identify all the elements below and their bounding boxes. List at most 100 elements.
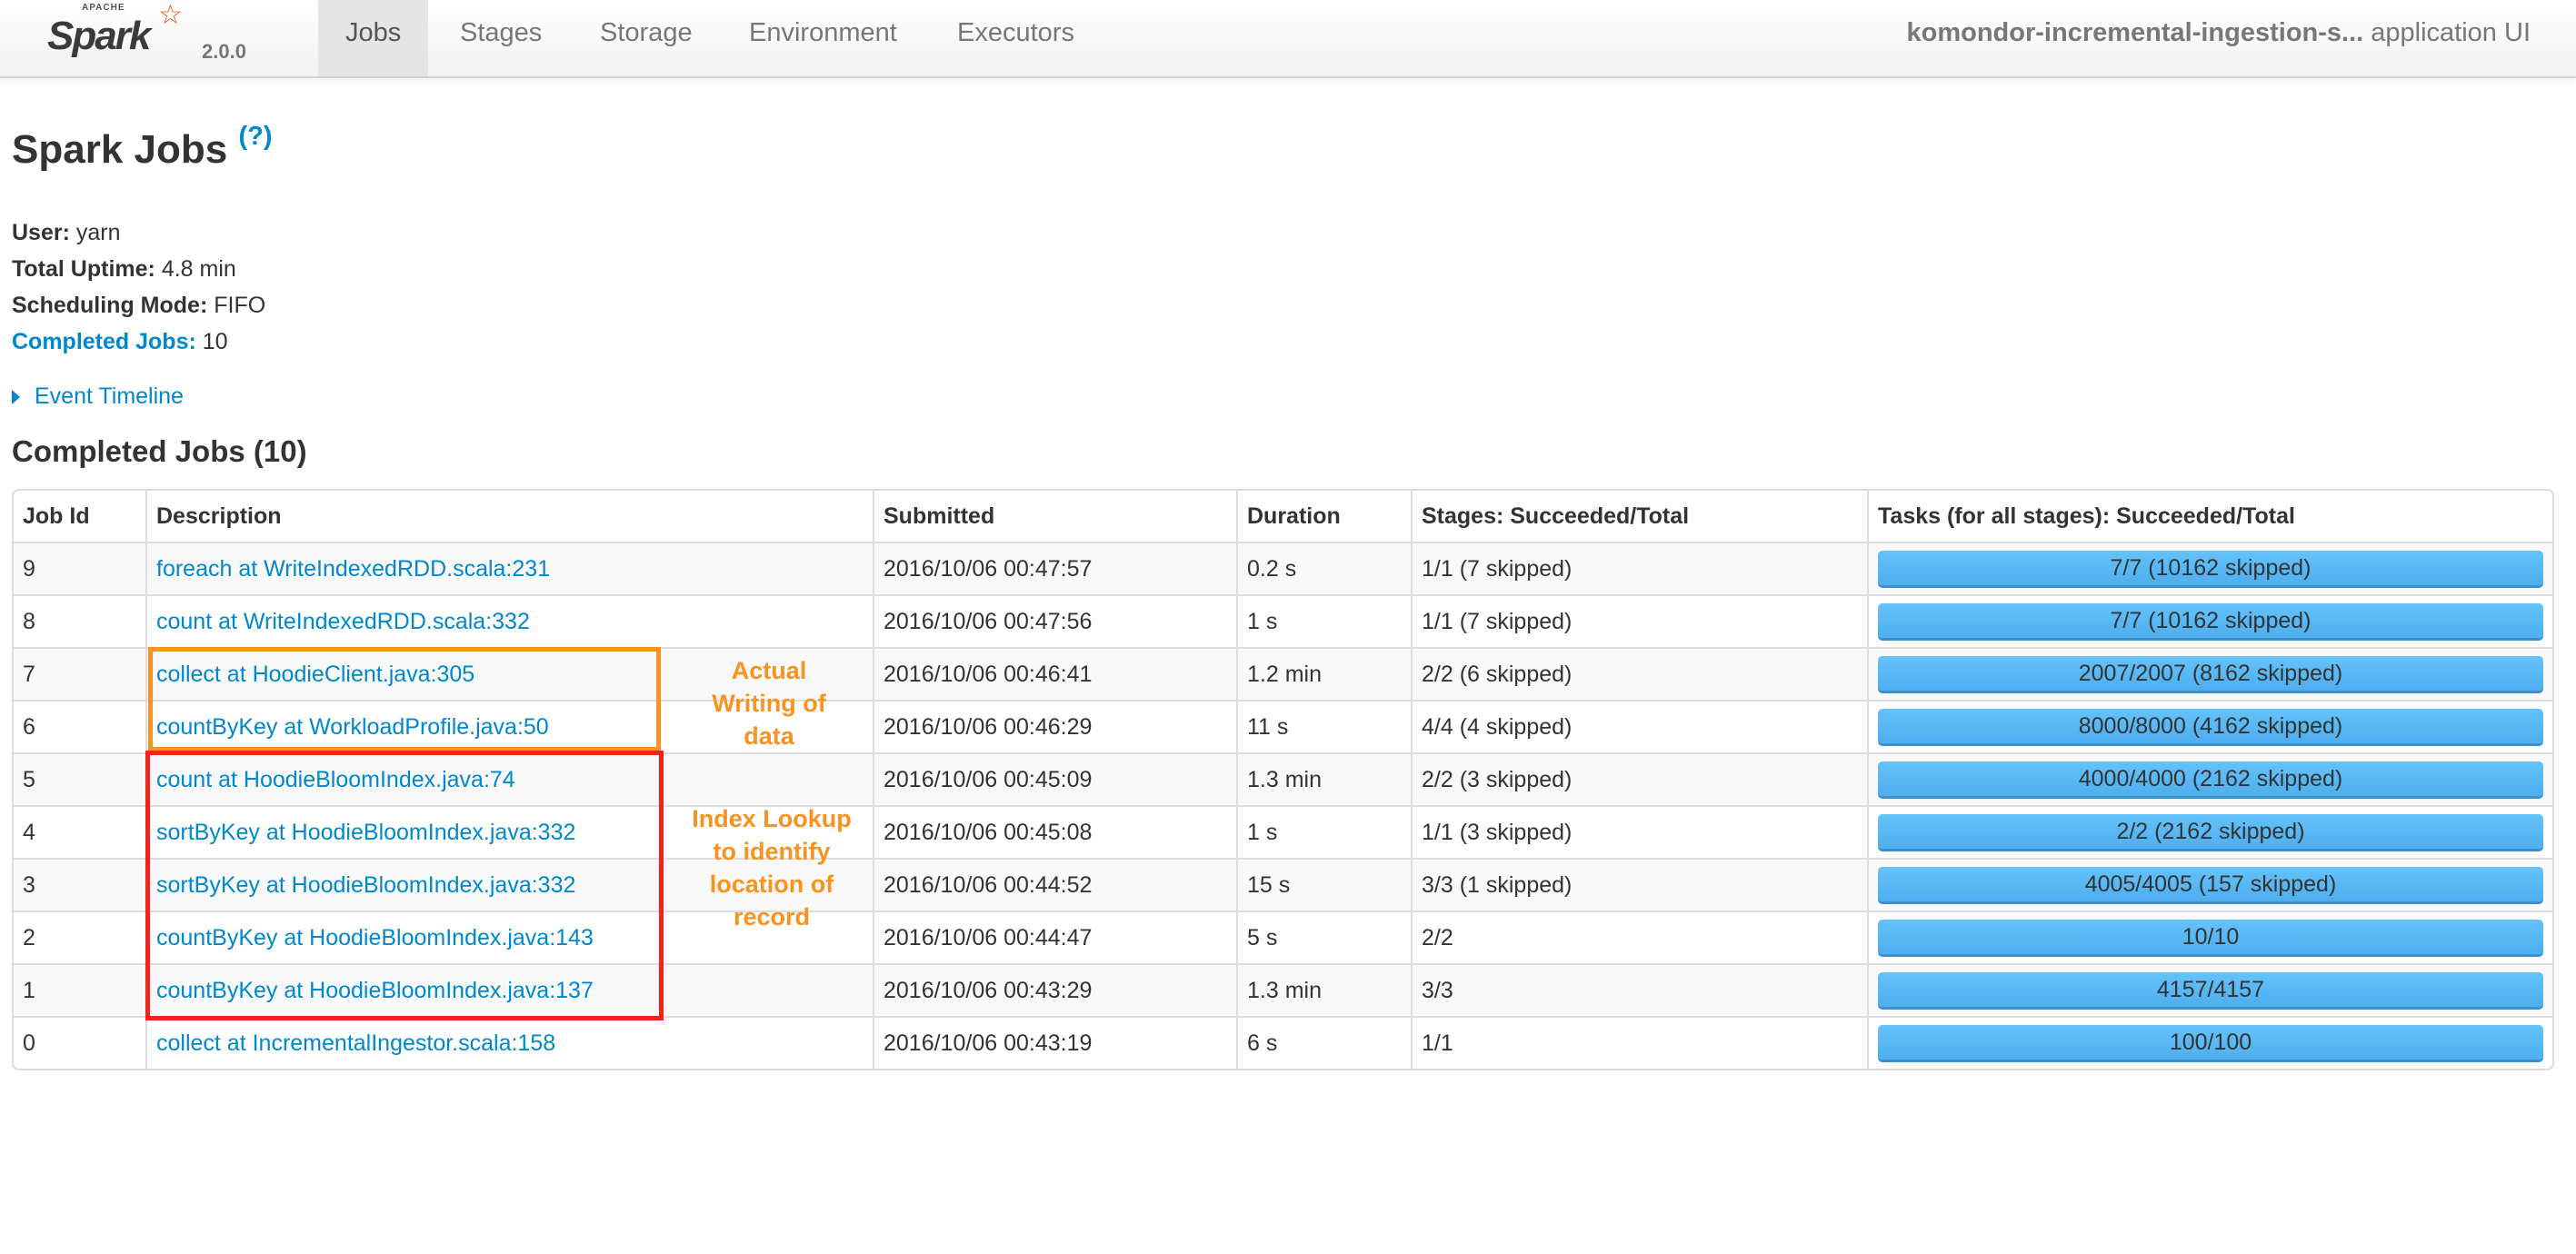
job-id: 7	[14, 647, 145, 700]
job-description-link[interactable]: countByKey at HoodieBloomIndex.java:137	[156, 977, 594, 1003]
logo-apache-text: APACHE	[82, 3, 125, 13]
job-description-cell: count at WriteIndexedRDD.scala:332	[145, 594, 873, 647]
table-row: 5 count at HoodieBloomIndex.java:74 2016/1…	[14, 752, 2552, 805]
job-duration: 1 s	[1236, 594, 1411, 647]
job-duration: 6 s	[1236, 1016, 1411, 1069]
table-row: 3 sortByKey at HoodieBloomIndex.java:332 2…	[14, 858, 2552, 911]
job-submitted: 2016/10/06 00:47:56	[873, 594, 1236, 647]
job-description-cell: countByKey at HoodieBloomIndex.java:143	[145, 911, 873, 963]
job-id: 9	[14, 542, 145, 594]
header-submitted[interactable]: Submitted	[873, 491, 1236, 542]
tasks-progress-bar: 2/2 (2162 skipped)	[1878, 813, 2543, 851]
app-suffix: application UI	[2371, 18, 2531, 47]
table-row: 9 foreach at WriteIndexedRDD.scala:231 201…	[14, 542, 2552, 594]
header-duration[interactable]: Duration	[1236, 491, 1411, 542]
job-description-link[interactable]: sortByKey at HoodieBloomIndex.java:332	[156, 871, 576, 898]
job-stages: 2/2 (6 skipped)	[1411, 647, 1867, 700]
job-stages: 1/1 (7 skipped)	[1411, 542, 1867, 594]
tab-environment[interactable]: Environment	[749, 18, 897, 47]
completed-jobs-info: Completed Jobs: 10	[12, 329, 228, 355]
event-timeline-label: Event Timeline	[35, 383, 184, 409]
job-duration: 15 s	[1236, 858, 1411, 911]
table-row: 6 countByKey at WorkloadProfile.java:50 20…	[14, 700, 2552, 752]
job-submitted: 2016/10/06 00:46:41	[873, 647, 1236, 700]
page-title-text: Spark Jobs	[12, 127, 228, 172]
job-stages: 2/2 (3 skipped)	[1411, 752, 1867, 805]
annotation-line: record	[733, 903, 811, 931]
uptime-value: 4.8 min	[161, 256, 236, 282]
tasks-progress-bar: 8000/8000 (4162 skipped)	[1878, 708, 2543, 746]
job-description-link[interactable]: count at HoodieBloomIndex.java:74	[156, 766, 515, 792]
annotation-index-lookup: Index Lookup to identify location of rec…	[673, 802, 871, 933]
annotation-line: data	[744, 722, 794, 750]
job-submitted: 2016/10/06 00:46:29	[873, 700, 1236, 752]
table-row: 1 countByKey at HoodieBloomIndex.java:137…	[14, 963, 2552, 1016]
job-id: 2	[14, 911, 145, 963]
job-description-link[interactable]: collect at HoodieClient.java:305	[156, 661, 475, 687]
completed-jobs-count: 10	[202, 329, 228, 354]
job-submitted: 2016/10/06 00:47:57	[873, 542, 1236, 594]
tasks-progress-bar: 2007/2007 (8162 skipped)	[1878, 655, 2543, 693]
tasks-progress-bar: 4157/4157	[1878, 971, 2543, 1010]
tasks-progress-bar: 100/100	[1878, 1024, 2543, 1062]
job-description-cell: countByKey at HoodieBloomIndex.java:137	[145, 963, 873, 1016]
header-stages[interactable]: Stages: Succeeded/Total	[1411, 491, 1867, 542]
mode-label: Scheduling Mode:	[12, 293, 208, 318]
job-duration: 0.2 s	[1236, 542, 1411, 594]
table-row: 7 collect at HoodieClient.java:305 2016/10…	[14, 647, 2552, 700]
job-description-link[interactable]: foreach at WriteIndexedRDD.scala:231	[156, 555, 551, 582]
user-label: User:	[12, 220, 70, 245]
completed-jobs-link[interactable]: Completed Jobs:	[12, 329, 196, 354]
help-link[interactable]: (?)	[238, 122, 273, 151]
tasks-progress-bar: 4005/4005 (157 skipped)	[1878, 866, 2543, 904]
job-description-cell: countByKey at WorkloadProfile.java:50	[145, 700, 873, 752]
job-submitted: 2016/10/06 00:45:09	[873, 752, 1236, 805]
annotation-writing: Actual Writing of data	[678, 654, 860, 752]
job-submitted: 2016/10/06 00:44:52	[873, 858, 1236, 911]
job-stages: 1/1	[1411, 1016, 1867, 1069]
tab-executors[interactable]: Executors	[957, 18, 1074, 47]
job-description-link[interactable]: count at WriteIndexedRDD.scala:332	[156, 608, 530, 634]
job-submitted: 2016/10/06 00:44:47	[873, 911, 1236, 963]
page-title: Spark Jobs (?)	[12, 122, 272, 173]
header-tasks[interactable]: Tasks (for all stages): Succeeded/Total	[1867, 491, 2552, 542]
job-description-link[interactable]: countByKey at WorkloadProfile.java:50	[156, 713, 549, 740]
annotation-line: Index Lookup	[692, 805, 852, 832]
job-description-link[interactable]: collect at IncrementalIngestor.scala:158	[156, 1030, 556, 1056]
job-description-cell: sortByKey at HoodieBloomIndex.java:332	[145, 858, 873, 911]
job-tasks-cell: 10/10	[1867, 911, 2552, 963]
spark-version: 2.0.0	[202, 40, 246, 63]
completed-jobs-table: Job Id Description Submitted Duration St…	[12, 489, 2554, 1070]
table-header-row: Job Id Description Submitted Duration St…	[14, 491, 2552, 542]
uptime-info: Total Uptime: 4.8 min	[12, 256, 236, 283]
uptime-label: Total Uptime:	[12, 256, 155, 282]
job-description-cell: collect at HoodieClient.java:305	[145, 647, 873, 700]
job-stages: 2/2	[1411, 911, 1867, 963]
tab-storage[interactable]: Storage	[600, 18, 693, 47]
spark-star-icon: ☆	[158, 0, 183, 30]
tab-stages[interactable]: Stages	[460, 18, 543, 47]
logo-spark-text: Spark	[47, 14, 151, 58]
job-tasks-cell: 7/7 (10162 skipped)	[1867, 594, 2552, 647]
job-tasks-cell: 100/100	[1867, 1016, 2552, 1069]
event-timeline-toggle[interactable]: Event Timeline	[12, 383, 184, 410]
job-description-link[interactable]: sortByKey at HoodieBloomIndex.java:332	[156, 819, 576, 845]
mode-value: FIFO	[214, 293, 266, 318]
job-id: 6	[14, 700, 145, 752]
job-tasks-cell: 7/7 (10162 skipped)	[1867, 542, 2552, 594]
tasks-progress-bar: 4000/4000 (2162 skipped)	[1878, 761, 2543, 799]
tab-jobs[interactable]: Jobs	[318, 0, 429, 76]
table-row: 4 sortByKey at HoodieBloomIndex.java:332 2…	[14, 805, 2552, 858]
tasks-progress-bar: 10/10	[1878, 919, 2543, 957]
user-info: User: yarn	[12, 220, 121, 246]
header-description[interactable]: Description	[145, 491, 873, 542]
spark-logo[interactable]: APACHE Spark ☆ 2.0.0	[45, 0, 282, 76]
app-name-bold: komondor-incremental-ingestion-s...	[1906, 18, 2364, 47]
job-description-cell: collect at IncrementalIngestor.scala:158	[145, 1016, 873, 1069]
job-duration: 5 s	[1236, 911, 1411, 963]
job-tasks-cell: 4000/4000 (2162 skipped)	[1867, 752, 2552, 805]
job-description-link[interactable]: countByKey at HoodieBloomIndex.java:143	[156, 924, 594, 950]
header-job-id[interactable]: Job Id	[23, 503, 90, 529]
job-tasks-cell: 4157/4157	[1867, 963, 2552, 1016]
job-stages: 3/3 (1 skipped)	[1411, 858, 1867, 911]
